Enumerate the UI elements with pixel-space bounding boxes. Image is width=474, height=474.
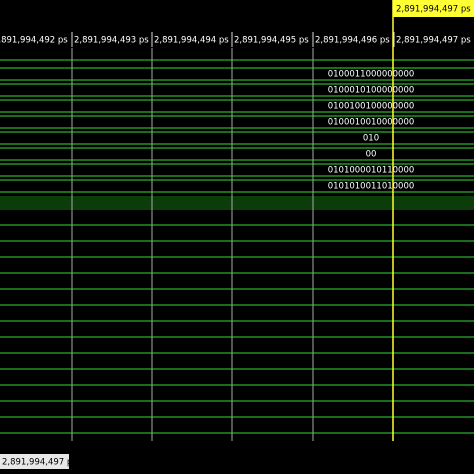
tick-label: 2,891,994,493 ps — [74, 36, 149, 46]
signal-value: 0100010010000000 — [328, 118, 415, 128]
footer-label-box — [0, 454, 69, 469]
selected-row — [0, 196, 474, 210]
signal-value: 0101000010110000 — [328, 166, 415, 176]
signal-value: 0100100100000000 — [328, 102, 415, 112]
cursor-label: 2,891,994,497 ps — [396, 5, 471, 15]
tick-label: 2,891,994,496 ps — [315, 36, 390, 46]
tick-label: 2,891,994,492 ps — [0, 36, 68, 46]
signal-value: 00 — [366, 150, 377, 160]
footer-cursor-label: 2,891,994,497 ps — [2, 458, 77, 468]
signal-value: 010 — [363, 134, 379, 144]
tick-label: 2,891,994,495 ps — [234, 36, 309, 46]
tick-label: 2,891,994,497 ps — [396, 36, 471, 46]
tick-label: 2,891,994,494 ps — [154, 36, 229, 46]
signal-value: 0100010100000000 — [328, 86, 415, 96]
timeline-bar — [0, 30, 474, 48]
signal-value: 0100011000000000 — [328, 70, 415, 80]
signal-value: 0101010011010000 — [328, 182, 415, 192]
cursor-label-box — [393, 0, 474, 17]
